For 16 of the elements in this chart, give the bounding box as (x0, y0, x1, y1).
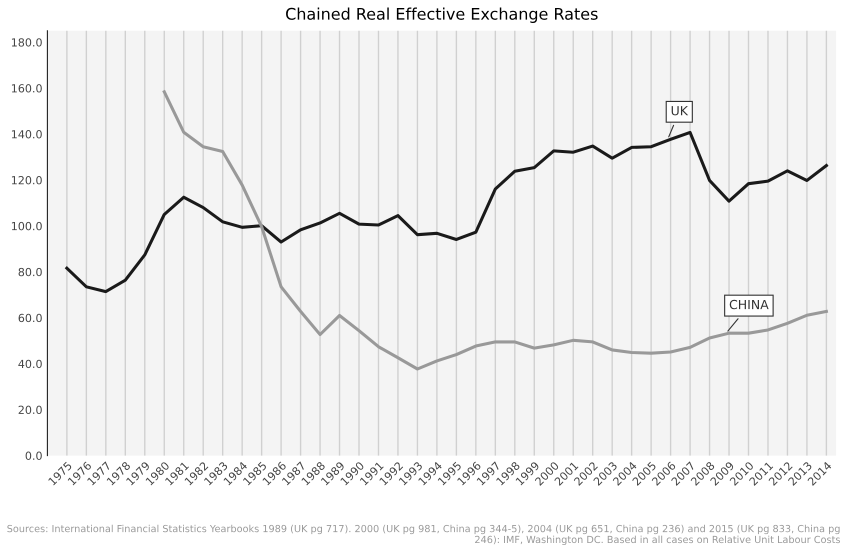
y-tick-label: 100.0 (12, 222, 42, 230)
line-series (65, 130, 828, 294)
line-series (162, 90, 828, 371)
y-tick-label: 140.0 (12, 130, 42, 138)
y-tick-label: 40.0 (18, 360, 42, 368)
y-tick-label: 160.0 (12, 84, 42, 93)
y-tick-label: 180.0 (12, 38, 42, 47)
y-tick-label: 60.0 (18, 314, 42, 322)
chart-title: Chained Real Effective Exchange Rates (286, 7, 598, 23)
y-tick-label: 80.0 (18, 268, 42, 276)
series-label: UK (672, 106, 688, 116)
source-note: Sources: International Financial Statistics Yearbooks 1989 (UK pg 717). 2000 (UK pg 981, China pg 344-5), 2004 (UK pg 651, China pg 236) and 2015 (UK pg 833, China pg 246): IMF, Washington DC. Based in all cases on Relative Unit Labour Costs (7, 524, 840, 546)
y-tick-label: 0.0 (26, 452, 42, 460)
y-tick-label: 20.0 (18, 406, 42, 414)
y-tick-label: 120.0 (12, 176, 42, 184)
series-label: CHINA (730, 300, 769, 310)
